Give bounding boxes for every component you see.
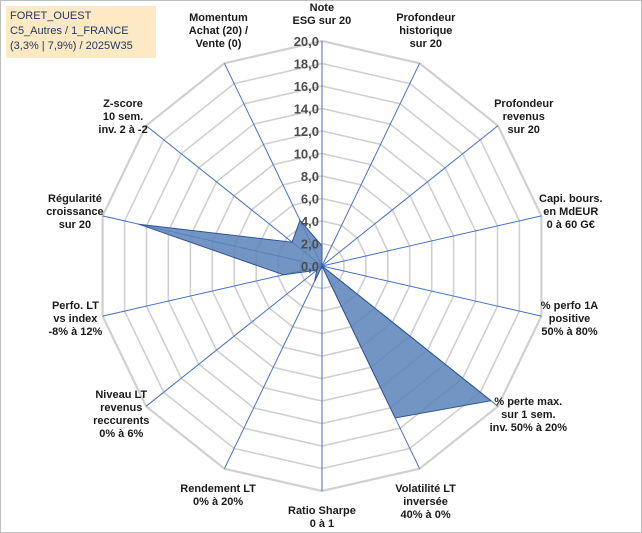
axis-label: % perte max. sur 1 sem. inv. 50% à 20% — [490, 396, 567, 435]
axis-label-line: 0 à 60 G€ — [546, 219, 595, 232]
axis-label-line: sur 20 — [58, 219, 92, 232]
axis-label: Momentum Achat (20) / Vente (0) — [189, 12, 248, 51]
axis-label-line: Régularité — [48, 193, 102, 206]
axis-label: Capi. bours. en MdEUR 0 à 60 G€ — [539, 193, 603, 232]
axis-label: Profondeur historique sur 20 — [396, 12, 455, 51]
axis-label-line: 0% à 20% — [193, 496, 244, 509]
tick-label: 4,0 — [301, 214, 319, 229]
axis-label-line: positive — [548, 312, 591, 325]
axis-spoke — [223, 265, 323, 469]
axis-label-line: 0 à 1 — [309, 518, 335, 530]
axis-label-line: Niveau LT — [95, 389, 148, 401]
axis-label-line: Capi. bours. — [539, 193, 603, 206]
axis-label-line: sur 1 sem. — [501, 408, 556, 421]
axis-spoke — [321, 63, 421, 267]
axis-label-line: % perfo 1A — [540, 299, 599, 312]
axis-label-line: -8% à 12% — [48, 325, 103, 338]
radar-series — [138, 219, 493, 419]
axis-label-line: vs index — [53, 312, 98, 325]
axis-label-line: sur 20 — [507, 123, 540, 136]
axis-label: Profondeur revenus sur 20 — [494, 98, 553, 137]
axis-label-line: Vente (0) — [195, 37, 242, 50]
axis-label-line: Momentum — [189, 11, 248, 24]
tick-label: 16,0 — [294, 79, 319, 94]
axis-label-line: inv. 2 à -2 — [98, 123, 148, 136]
tick-label: 14,0 — [294, 102, 319, 117]
axis-label-line: revenus — [100, 402, 143, 414]
axis-label-line: en MdEUR — [543, 206, 599, 219]
axis-label-line: Volatilité LT — [395, 483, 456, 496]
radial-tick-labels: 0,0 2,0 4,0 6,0 8,0 10,0 12,0 14,0 16,0 18,0 20,0 — [294, 34, 319, 274]
axis-label-line: 10 sem. — [102, 110, 144, 123]
tick-label: 18,0 — [294, 57, 319, 72]
axis-label: Ratio Sharpe 0 à 1 — [288, 505, 356, 531]
tick-label: 2,0 — [301, 237, 319, 252]
tick-label: 8,0 — [301, 169, 319, 184]
axis-label: % perfo 1A positive 50% à 80% — [541, 300, 598, 339]
axis-label-line: Ratio Sharpe — [288, 505, 356, 517]
axis-label: Perfo. LT vs index -8% à 12% — [49, 300, 103, 339]
axis-spoke — [321, 265, 542, 317]
axis-label-line: croissance — [46, 206, 104, 219]
axis-label-line: reccurents — [93, 415, 150, 427]
axis-label-line: % perte max. — [494, 395, 563, 408]
axis-label-line: revenus — [502, 110, 545, 123]
fund-name: FORET_OUEST — [10, 10, 92, 22]
series-area — [138, 219, 493, 419]
axis-label-line: historique — [399, 24, 453, 37]
tick-label: 6,0 — [301, 192, 319, 207]
axis-label-line: Note — [309, 2, 335, 14]
tick-label: 20,0 — [294, 34, 319, 49]
axis-label: Note ESG sur 20 — [293, 2, 352, 28]
axis-label-line: 0% à 6% — [99, 428, 144, 440]
axis-label: Volatilité LT inversée 40% à 0% — [395, 483, 456, 522]
fund-period: (3,3% | 7,9%) / 2025W35 — [10, 40, 133, 52]
axis-spoke — [321, 125, 499, 267]
axis-label: Niveau LT revenus reccurents 0% à 6% — [93, 389, 149, 441]
axis-spoke — [321, 215, 542, 267]
fund-info-box: FORET_OUEST C5_Autres / 1_FRANCE (3,3% |… — [6, 6, 156, 58]
axis-label-line: Rendement LT — [180, 483, 256, 496]
axis-label: Z-score 10 sem. inv. 2 à -2 — [98, 98, 147, 137]
axis-label-line: 40% à 0% — [400, 509, 451, 522]
axis-label-line: Achat (20) / — [188, 24, 249, 37]
axis-label-line: inversée — [403, 496, 448, 509]
axis-spoke — [145, 265, 323, 407]
fund-category: C5_Autres / 1_FRANCE — [10, 25, 129, 37]
axis-label: Rendement LT 0% à 20% — [180, 483, 256, 509]
tick-label: 12,0 — [294, 124, 319, 139]
axis-label-line: 50% à 80% — [541, 325, 598, 338]
axis-label-line: Z-score — [103, 97, 143, 110]
axis-label-line: ESG sur 20 — [292, 15, 352, 27]
axis-label: Régularité croissance sur 20 — [46, 193, 103, 232]
tick-label: 10,0 — [294, 147, 319, 162]
tick-label: 0,0 — [301, 259, 319, 274]
axis-label-line: inv. 50% à 20% — [489, 421, 568, 434]
axis-label-line: Profondeur — [494, 97, 554, 110]
axis-label-line: Profondeur — [396, 11, 456, 24]
axis-label-line: Perfo. LT — [51, 299, 99, 312]
axis-label-line: sur 20 — [409, 37, 443, 50]
